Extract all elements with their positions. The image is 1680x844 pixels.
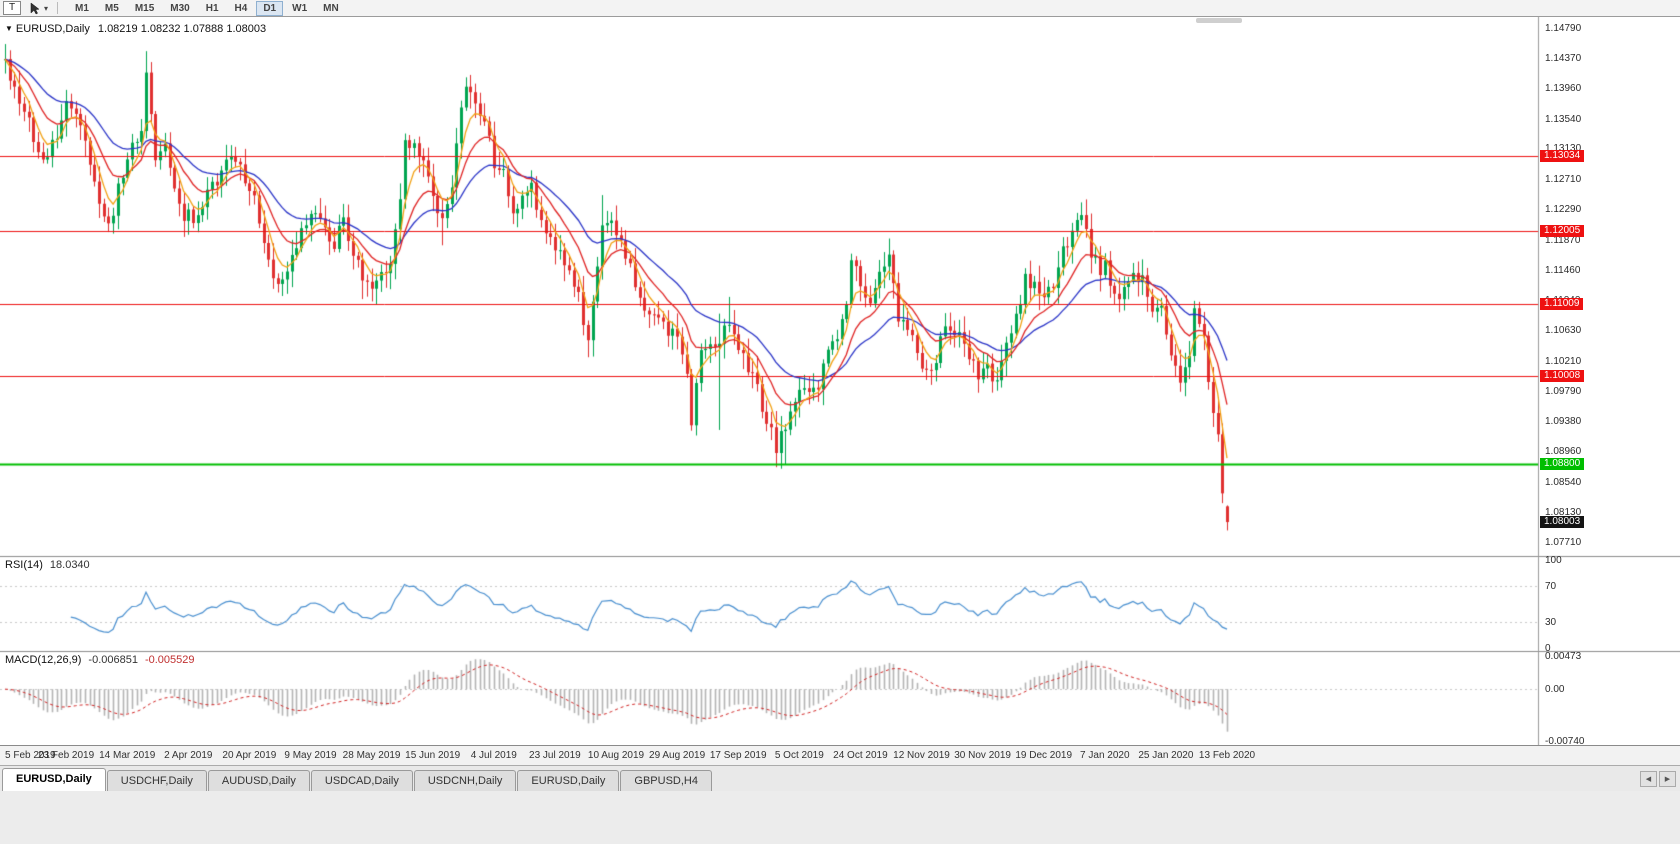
date-axis-label: 9 May 2019	[284, 750, 337, 761]
timeframe-button-m30[interactable]: M30	[163, 1, 196, 16]
date-axis-label: 25 Jan 2020	[1138, 750, 1194, 761]
timeframe-button-h1[interactable]: H1	[199, 1, 226, 16]
date-axis-label: 29 Aug 2019	[649, 750, 706, 761]
date-axis-label: 23 Feb 2019	[38, 750, 95, 761]
chart-tab-bar: EURUSD,Daily USDCHF,Daily AUDUSD,Daily USDC…	[0, 765, 1680, 791]
date-axis-label: 5 Oct 2019	[774, 750, 824, 761]
top-toolbar: T ▾ M1 M5 M15 M30 H1 H4 D1 W1 MN	[0, 0, 1680, 17]
toolbar-divider	[57, 2, 59, 14]
date-axis-label: 24 Oct 2019	[833, 750, 888, 761]
tab-eurusd-daily[interactable]: EURUSD,Daily	[517, 770, 620, 791]
tab-gbpusd-h4[interactable]: GBPUSD,H4	[620, 770, 712, 791]
text-tool-button[interactable]: T	[3, 1, 21, 15]
date-axis-label: 28 May 2019	[342, 750, 401, 761]
tool-dropdown-caret-icon[interactable]: ▾	[44, 3, 49, 13]
date-axis-label: 15 Jun 2019	[405, 750, 461, 761]
timeframe-button-group: M1 M5 M15 M30 H1 H4 D1 W1 MN	[67, 0, 347, 16]
timeframe-button-m1[interactable]: M1	[68, 1, 96, 16]
timeframe-button-d1[interactable]: D1	[256, 0, 284, 16]
status-strip	[0, 791, 1680, 844]
tab-scroll-arrows: ◀ ▶	[1640, 771, 1676, 787]
date-axis-label: 13 Feb 2020	[1198, 750, 1256, 761]
date-axis-label: 23 Jul 2019	[529, 750, 581, 761]
date-axis-label: 12 Nov 2019	[893, 750, 950, 761]
tab-usdcnh-daily[interactable]: USDCNH,Daily	[413, 770, 517, 791]
tab-eurusd-daily[interactable]: EURUSD,Daily	[2, 768, 106, 791]
timeframe-button-mn[interactable]: MN	[316, 1, 346, 16]
date-axis-label: 14 Mar 2019	[99, 750, 156, 761]
date-axis-label: 20 Apr 2019	[222, 750, 277, 761]
date-axis[interactable]: 5 Feb 2019 23 Feb 2019 14 Mar 2019 2 Apr 20…	[0, 745, 1680, 765]
date-axis-label: 4 Jul 2019	[470, 750, 517, 761]
timeframe-button-m5[interactable]: M5	[98, 1, 126, 16]
timeframe-button-w1[interactable]: W1	[285, 1, 314, 16]
tab-scroll-left-icon[interactable]: ◀	[1640, 771, 1657, 787]
chart-tabs: EURUSD,Daily USDCHF,Daily AUDUSD,Daily USDC…	[2, 768, 713, 791]
tab-usdchf-daily[interactable]: USDCHF,Daily	[106, 770, 207, 791]
timeframe-button-m15[interactable]: M15	[128, 1, 161, 16]
date-axis-label: 10 Aug 2019	[587, 750, 645, 761]
date-axis-label: 30 Nov 2019	[954, 750, 1011, 761]
date-axis-label: 19 Dec 2019	[1015, 750, 1073, 761]
date-axis-label: 17 Sep 2019	[709, 750, 767, 761]
cursor-tool-icon[interactable]	[29, 1, 42, 15]
date-axis-label: 5 Feb 2019	[5, 750, 56, 761]
date-axis-label: 2 Apr 2019	[164, 750, 213, 761]
tab-usdcad-daily[interactable]: USDCAD,Daily	[310, 770, 413, 791]
date-axis-label: 7 Jan 2020	[1080, 750, 1130, 761]
timeframe-button-h4[interactable]: H4	[228, 1, 255, 16]
tab-scroll-right-icon[interactable]: ▶	[1659, 771, 1676, 787]
tab-audusd-daily[interactable]: AUDUSD,Daily	[207, 770, 310, 791]
price-chart-canvas[interactable]	[0, 17, 1680, 745]
